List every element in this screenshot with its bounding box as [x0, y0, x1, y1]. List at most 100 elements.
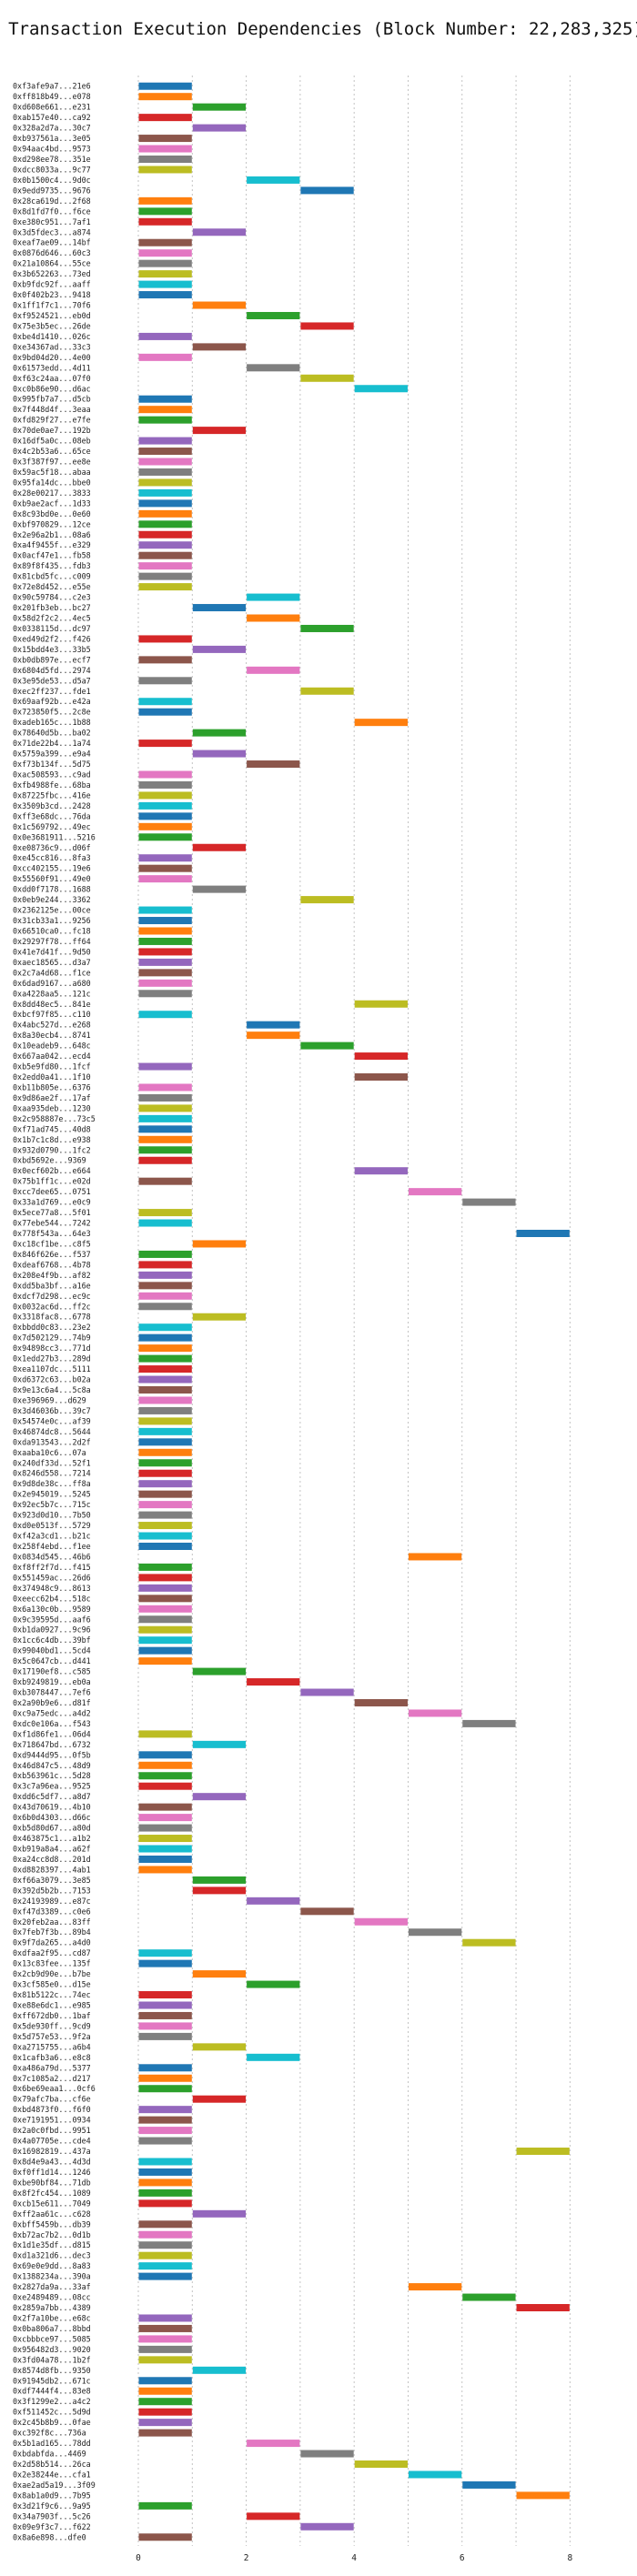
transaction-label: 0x3cf585e0...d15e: [13, 1980, 91, 1989]
transaction-bar: [192, 729, 247, 737]
transaction-label: 0x94aac4bd...9573: [13, 145, 91, 154]
transaction-label: 0x09e9f3c7...f622: [13, 2522, 91, 2531]
transaction-label: 0x2c7a4d68...f1ce: [13, 968, 91, 977]
transaction-label: 0x55560f91...49e0: [13, 874, 91, 883]
transaction-label: 0xb1da0927...9c96: [13, 1625, 91, 1635]
transaction-label: 0xb5d80d67...a80d: [13, 1824, 91, 1833]
transaction-label: 0xb9ae2acf...1d33: [13, 498, 91, 508]
transaction-label: 0x3509b3cd...2428: [13, 801, 91, 810]
transaction-label: 0xc392f8c...736a: [13, 2429, 86, 2438]
transaction-label: 0xe2489489...08cc: [13, 2293, 91, 2302]
transaction-label: 0xdfaa2f95...cd87: [13, 1948, 91, 1957]
transaction-bar: [138, 2408, 192, 2416]
transaction-bar: [138, 1125, 192, 1133]
transaction-label: 0xb0db897e...ecf7: [13, 655, 91, 664]
transaction-bar: [138, 1292, 192, 1300]
transaction-bar: [138, 1417, 192, 1425]
transaction-label: 0x2a90b9e6...d81f: [13, 1698, 91, 1707]
transaction-bar: [138, 2272, 192, 2280]
transaction-label: 0x1b7c1c8d...e938: [13, 1135, 91, 1144]
transaction-bar: [138, 2189, 192, 2197]
transaction-bar: [138, 937, 192, 945]
transaction-label: 0xea1107dc...5111: [13, 1364, 91, 1374]
transaction-bar: [354, 1698, 408, 1706]
transaction-bar: [138, 448, 192, 456]
transaction-label: 0x4a07705e...cde4: [13, 2137, 91, 2146]
transaction-label: 0xec2ff237...fde1: [13, 687, 91, 696]
transaction-label: 0x6b0d4303...d66c: [13, 1813, 91, 1822]
x-tick-label: 8: [567, 2553, 572, 2563]
transaction-label: 0x71de22b4...1a74: [13, 739, 91, 748]
transaction-label: 0x29297f78...ff64: [13, 937, 91, 946]
transaction-bar: [138, 1845, 192, 1853]
transaction-bar: [138, 698, 192, 706]
transaction-bar: [138, 1730, 192, 1738]
transaction-label: 0x90c59784...c2e3: [13, 593, 91, 602]
transaction-bar: [138, 864, 192, 872]
transaction-bar: [354, 719, 408, 727]
transaction-bar: [138, 1636, 192, 1645]
transaction-label: 0x778f543a...64e3: [13, 1229, 91, 1238]
transaction-bar: [138, 2335, 192, 2343]
transaction-bar: [138, 1354, 192, 1363]
transaction-label: 0x846f626e...f537: [13, 1250, 91, 1259]
transaction-label: 0xff3e68dc...76da: [13, 811, 91, 820]
transaction-label: 0x2e96a2b1...08a6: [13, 530, 91, 539]
transaction-label: 0xbd4873f0...f6f0: [13, 2105, 91, 2114]
transaction-label: 0x2cb9d90e...b7be: [13, 1969, 91, 1978]
grid-lines: [137, 75, 571, 2546]
transaction-label: 0x3d5fdec3...a874: [13, 227, 91, 236]
transaction-label: 0x3f1299e2...a4c2: [13, 2397, 91, 2406]
transaction-label: 0xd9444d95...0f5b: [13, 1750, 91, 1759]
transaction-bar: [192, 301, 247, 309]
transaction-bar: [247, 311, 300, 319]
transaction-label: 0x28ca619d...2f68: [13, 196, 91, 206]
transaction-label: 0x0ecf602b...e664: [13, 1166, 91, 1175]
transaction-label: 0xb11b805e...6376: [13, 1082, 91, 1092]
transaction-label: 0x5de930ff...9cd9: [13, 2021, 91, 2030]
transaction-label: 0x2859a7bb...4389: [13, 2303, 91, 2312]
transaction-label: 0x70de0ae7...192b: [13, 426, 91, 435]
transaction-bar: [138, 1855, 192, 1863]
transaction-bar: [138, 135, 192, 143]
transaction-label: 0x54574e0c...af39: [13, 1416, 91, 1425]
x-tick-label: 2: [244, 2553, 249, 2563]
transaction-bar: [138, 2220, 192, 2229]
transaction-bar: [138, 1385, 192, 1394]
transaction-bar: [192, 645, 247, 653]
transaction-label: 0x61573edd...4d11: [13, 363, 91, 372]
transaction-label: 0x0ba806a7...8bbd: [13, 2324, 91, 2333]
transaction-label: 0xb5e9fd80...1fcf: [13, 1062, 91, 1072]
transaction-bar: [247, 760, 300, 769]
transaction-label: 0x94898cc3...771d: [13, 1343, 91, 1353]
transaction-bar: [247, 1678, 300, 1686]
transaction-label: 0x2a0c0fbd...9951: [13, 2126, 91, 2135]
transaction-bar: [138, 2262, 192, 2270]
transaction-label: 0x81cbd5fc...c009: [13, 572, 91, 581]
transaction-bar: [138, 1333, 192, 1342]
transaction-label: 0x1c569792...49ec: [13, 822, 91, 831]
transaction-bar: [247, 176, 300, 184]
transaction-label: 0xe380c951...7af1: [13, 217, 91, 226]
transaction-bar: [138, 656, 192, 664]
transaction-bar: [192, 1740, 247, 1748]
transaction-bar: [138, 1814, 192, 1822]
transaction-bar: [138, 780, 192, 789]
transaction-bar: [408, 1553, 462, 1561]
transaction-label: 0x9d86ae2f...17af: [13, 1093, 91, 1102]
transaction-bar: [138, 2179, 192, 2187]
transaction-label: 0xd0e0513f...5729: [13, 1521, 91, 1530]
transaction-label: 0x463875c1...a1b2: [13, 1834, 91, 1843]
transaction-bar: [138, 541, 192, 549]
transaction-bar: [138, 2158, 192, 2166]
transaction-label: 0xbff5459b...db39: [13, 2219, 91, 2229]
transaction-label: 0x16df5a0c...08eb: [13, 437, 91, 446]
transaction-bar: [138, 1135, 192, 1143]
transaction-label: 0x79afc7ba...cf6e: [13, 2095, 91, 2104]
transaction-bar: [138, 2074, 192, 2082]
transaction-label: 0xb9249819...eb0a: [13, 1677, 91, 1686]
transaction-label: 0x8c93bd0e...0e60: [13, 509, 91, 518]
transaction-label: 0xf66a3079...3e85: [13, 1876, 91, 1885]
transaction-label: 0x46d847c5...48d9: [13, 1761, 91, 1770]
x-tick-label: 4: [351, 2553, 357, 2563]
